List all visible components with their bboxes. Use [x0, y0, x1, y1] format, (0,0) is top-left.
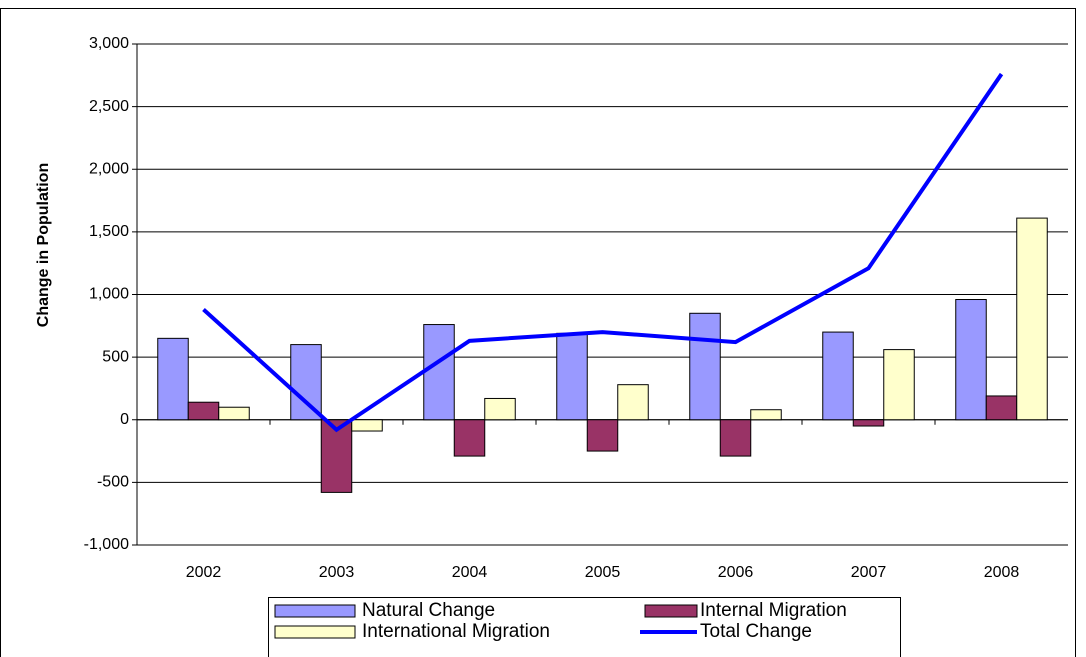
- bar: [290, 344, 322, 421]
- bar: [556, 332, 588, 421]
- bar: [689, 312, 721, 421]
- y-tick-label: -1,000: [84, 536, 129, 553]
- bar: [453, 419, 486, 457]
- bar: [985, 395, 1018, 421]
- legend-box: [268, 597, 901, 657]
- legend-swatch: [274, 625, 356, 639]
- line-series: [202, 72, 1004, 433]
- x-tick-label: 2008: [984, 564, 1020, 581]
- x-tick-label: 2007: [851, 564, 887, 581]
- y-tick-label: 500: [102, 348, 129, 365]
- x-tick-label: 2002: [186, 564, 222, 581]
- y-tick-label: 2,500: [89, 98, 129, 115]
- bar: [586, 419, 619, 452]
- bar: [157, 337, 189, 421]
- x-tick-label: 2005: [585, 564, 621, 581]
- bar: [218, 406, 250, 421]
- bar: [484, 397, 516, 421]
- bar: [187, 401, 220, 421]
- x-tick-label: 2006: [718, 564, 754, 581]
- bar: [351, 419, 383, 432]
- bar: [423, 324, 455, 421]
- y-tick-label: 3,000: [89, 35, 129, 52]
- bar: [852, 419, 885, 427]
- x-tick-label: 2003: [319, 564, 355, 581]
- bar: [883, 349, 915, 421]
- legend-label: Natural Change: [362, 600, 495, 621]
- legend-swatch: [274, 604, 356, 618]
- bar: [617, 384, 649, 421]
- x-tick-label: 2004: [452, 564, 488, 581]
- bar: [955, 299, 987, 421]
- legend-swatch: [644, 604, 698, 618]
- y-tick-label: 1,500: [89, 223, 129, 240]
- legend-label: Total Change: [700, 621, 812, 642]
- y-tick-label: 1,000: [89, 286, 129, 303]
- bar: [1016, 217, 1048, 421]
- bar: [750, 409, 782, 421]
- legend-label: International Migration: [362, 621, 550, 642]
- y-tick-label: 2,000: [89, 160, 129, 177]
- y-tick-label: -500: [97, 474, 129, 491]
- y-axis-label: Change in Population: [35, 163, 52, 327]
- bar: [719, 419, 752, 457]
- chart-border: [0, 8, 1076, 657]
- y-tick-label: 0: [120, 411, 129, 428]
- bar: [822, 331, 854, 421]
- legend-label: Internal Migration: [700, 600, 847, 621]
